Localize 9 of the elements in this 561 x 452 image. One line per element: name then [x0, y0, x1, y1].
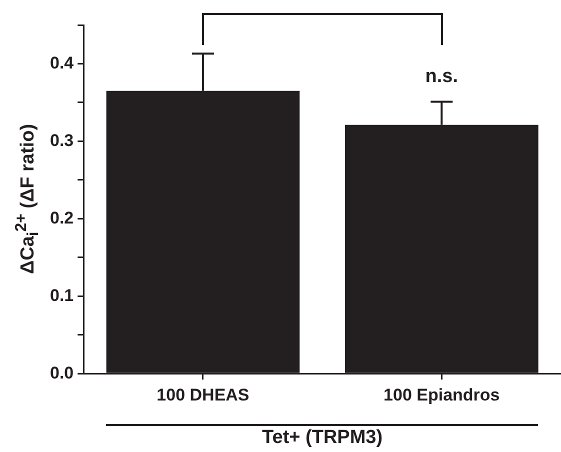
y-tick-label: 0.4 [50, 53, 74, 72]
y-tick-label: 0.0 [50, 363, 74, 382]
y-tick-label: 0.1 [50, 286, 74, 305]
y-tick-label: 0.3 [50, 130, 74, 150]
annotation: n.s. [425, 66, 458, 87]
y-tick-label: 0.2 [50, 208, 74, 228]
x-axis-title: Tet+ (TRPM3) [262, 427, 383, 449]
x-tick-label: 100 Epiandros [384, 385, 500, 404]
x-tick-label: 100 DHEAS [156, 385, 250, 404]
